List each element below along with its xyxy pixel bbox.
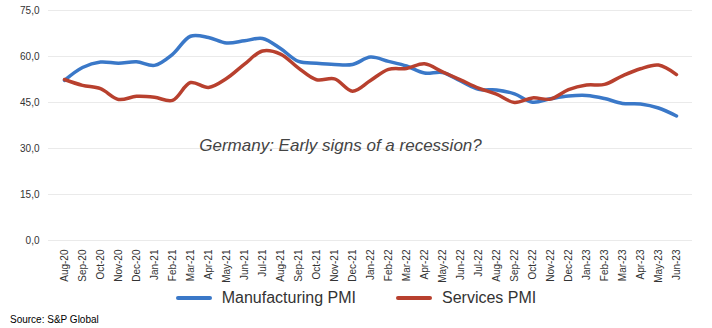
- svg-text:Jun-23: Jun-23: [671, 249, 682, 280]
- svg-text:May-22: May-22: [437, 249, 448, 283]
- svg-text:Nov-22: Nov-22: [545, 249, 556, 282]
- svg-text:Sep-20: Sep-20: [77, 249, 88, 282]
- svg-text:30,0: 30,0: [20, 143, 40, 154]
- svg-text:Apr-21: Apr-21: [203, 249, 214, 279]
- svg-text:15,0: 15,0: [20, 189, 40, 200]
- svg-text:Feb-21: Feb-21: [167, 249, 178, 281]
- svg-text:Jun-21: Jun-21: [239, 249, 250, 280]
- svg-text:Jul-22: Jul-22: [473, 249, 484, 277]
- svg-text:Apr-23: Apr-23: [635, 249, 646, 279]
- svg-text:Sep-21: Sep-21: [293, 249, 304, 282]
- svg-text:Jan-23: Jan-23: [581, 249, 592, 280]
- svg-text:Oct-22: Oct-22: [527, 249, 538, 279]
- svg-text:Aug-22: Aug-22: [491, 249, 502, 282]
- svg-text:Mar-22: Mar-22: [401, 249, 412, 281]
- svg-text:Aug-20: Aug-20: [59, 249, 70, 282]
- svg-text:Jan-21: Jan-21: [149, 249, 160, 280]
- html-text:Manufacturing PMI: Manufacturing PMI: [221, 289, 356, 306]
- svg-text:Oct-21: Oct-21: [311, 249, 322, 279]
- svg-text:Oct-20: Oct-20: [95, 249, 106, 279]
- svg-text:Dec-22: Dec-22: [563, 249, 574, 282]
- svg-text:Feb-22: Feb-22: [383, 249, 394, 281]
- svg-text:75,0: 75,0: [20, 5, 40, 16]
- svg-text:May-23: May-23: [653, 249, 664, 283]
- svg-text:Dec-21: Dec-21: [347, 249, 358, 282]
- svg-text:60,0: 60,0: [20, 51, 40, 62]
- svg-text:Sep-22: Sep-22: [509, 249, 520, 282]
- svg-text:Dec-20: Dec-20: [131, 249, 142, 282]
- svg-text:Nov-20: Nov-20: [113, 249, 124, 282]
- svg-text:45,0: 45,0: [20, 97, 40, 108]
- svg-text:Germany: Early signs of a rece: Germany: Early signs of a recession?: [199, 136, 482, 155]
- svg-text:0,0: 0,0: [26, 235, 40, 246]
- svg-text:Mar-23: Mar-23: [617, 249, 628, 281]
- html-text:Source: S&P Global: Source: S&P Global: [10, 314, 99, 325]
- svg-text:Jul-21: Jul-21: [257, 249, 268, 277]
- svg-text:Feb-23: Feb-23: [599, 249, 610, 281]
- svg-text:Apr-22: Apr-22: [419, 249, 430, 279]
- html-text:Services PMI: Services PMI: [442, 289, 537, 306]
- svg-text:Jun-22: Jun-22: [455, 249, 466, 280]
- svg-text:Mar-21: Mar-21: [185, 249, 196, 281]
- svg-text:Nov-21: Nov-21: [329, 249, 340, 282]
- svg-text:Jan-22: Jan-22: [365, 249, 376, 280]
- svg-text:Aug-21: Aug-21: [275, 249, 286, 282]
- svg-text:May-21: May-21: [221, 249, 232, 283]
